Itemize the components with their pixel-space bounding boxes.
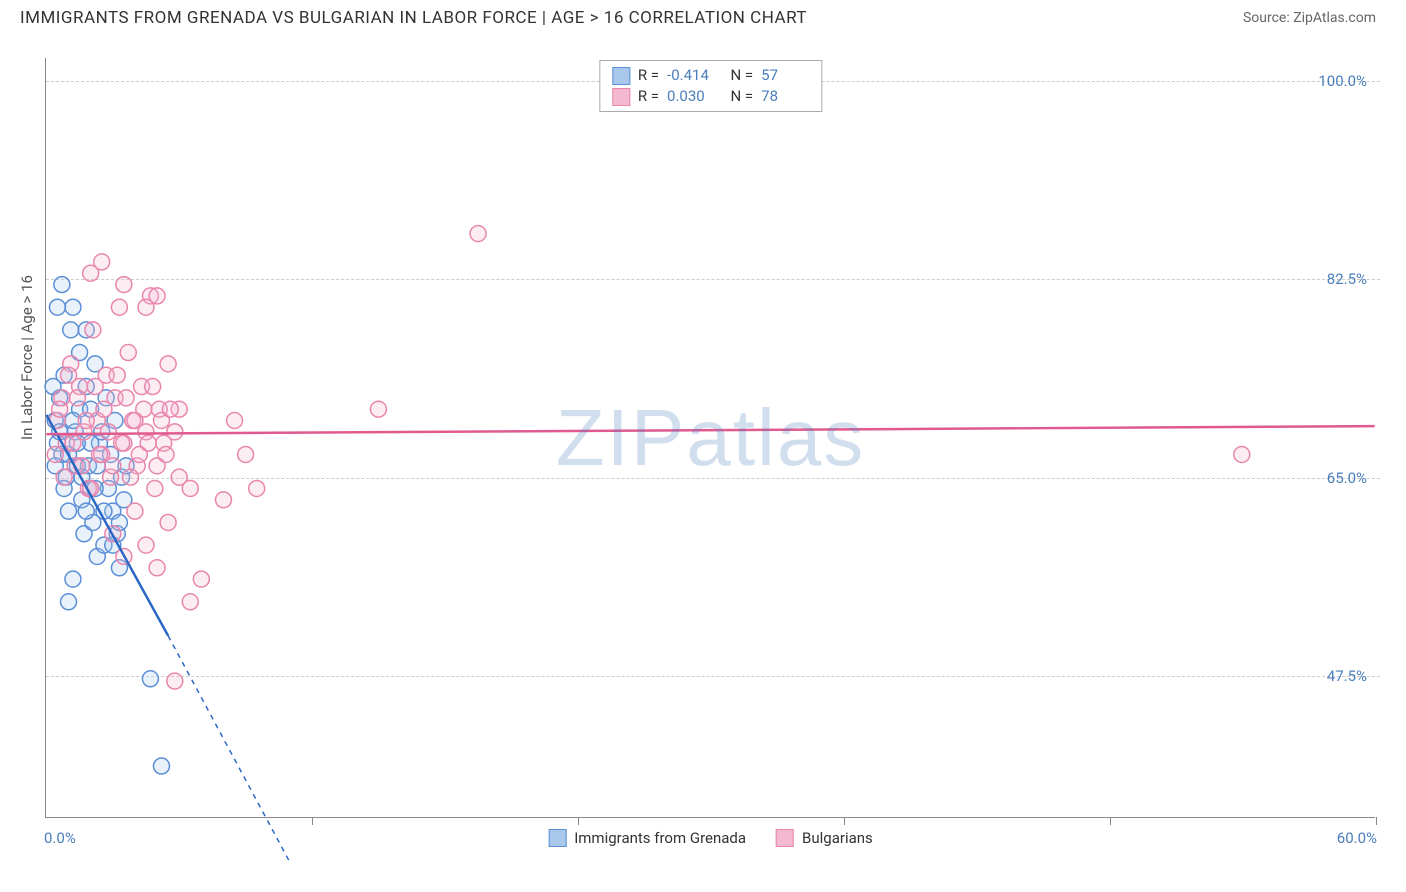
data-point: [140, 435, 156, 451]
data-point: [52, 401, 68, 417]
n-value: 78: [761, 86, 809, 107]
data-point: [138, 537, 154, 553]
data-point: [78, 413, 94, 429]
data-point: [158, 447, 174, 463]
data-point: [78, 503, 94, 519]
data-point: [123, 469, 139, 485]
data-point: [87, 379, 103, 395]
y-tick-label: 100.0%: [1318, 72, 1367, 90]
legend-swatch: [612, 67, 630, 85]
data-point: [65, 435, 81, 451]
data-point: [1234, 447, 1250, 463]
data-point: [171, 469, 187, 485]
data-point: [54, 277, 70, 293]
data-point: [94, 254, 110, 270]
r-label: R =: [638, 65, 659, 86]
legend-item: Bulgarians: [776, 829, 873, 847]
data-point: [105, 458, 121, 474]
data-point: [65, 571, 81, 587]
data-point: [149, 288, 165, 304]
data-point: [118, 390, 134, 406]
data-point: [145, 379, 161, 395]
chart-title: IMMIGRANTS FROM GRENADA VS BULGARIAN IN …: [20, 8, 807, 28]
data-point: [167, 673, 183, 689]
data-point: [127, 503, 143, 519]
data-point: [370, 401, 386, 417]
n-label: N =: [723, 65, 753, 86]
data-point: [114, 435, 130, 451]
r-value: 0.030: [667, 86, 715, 107]
x-min-label: 0.0%: [44, 829, 76, 847]
data-point: [96, 401, 112, 417]
data-point: [63, 322, 79, 338]
scatter-plot: [46, 58, 1375, 817]
data-point: [111, 299, 127, 315]
data-point: [116, 277, 132, 293]
data-point: [147, 480, 163, 496]
y-tick-label: 82.5%: [1327, 270, 1367, 288]
y-axis-label: In Labor Force | Age > 16: [18, 275, 36, 440]
data-point: [120, 345, 136, 361]
x-tick: [1376, 817, 1377, 825]
data-point: [136, 401, 152, 417]
x-tick: [844, 817, 845, 825]
data-point: [182, 594, 198, 610]
n-label: N =: [723, 86, 753, 107]
r-value: -0.414: [667, 65, 715, 86]
data-point: [160, 356, 176, 372]
x-tick: [1110, 817, 1111, 825]
source-label: Source: ZipAtlas.com: [1243, 10, 1376, 26]
data-point: [109, 367, 125, 383]
data-point: [160, 514, 176, 530]
legend-item: Immigrants from Grenada: [548, 829, 746, 847]
data-point: [100, 424, 116, 440]
legend-swatch: [548, 829, 566, 847]
y-tick-label: 65.0%: [1327, 469, 1367, 487]
data-point: [61, 594, 77, 610]
data-point: [249, 480, 265, 496]
data-point: [470, 226, 486, 242]
r-label: R =: [638, 86, 659, 107]
data-point: [85, 322, 101, 338]
data-point: [193, 571, 209, 587]
data-point: [69, 390, 85, 406]
trend-line: [46, 426, 1374, 434]
data-point: [56, 469, 72, 485]
data-point: [61, 367, 77, 383]
legend-swatch: [612, 88, 630, 106]
chart-area: ZIPatlas R =-0.414 N =57R =0.030 N =78 I…: [45, 58, 1375, 818]
trend-line-extrapolated: [168, 636, 290, 863]
series-legend: Immigrants from Grenada Bulgarians: [548, 829, 873, 847]
data-point: [47, 447, 63, 463]
correlation-legend: R = -0.414 N = 57 R = 0.030 N = 78: [599, 60, 822, 112]
data-point: [227, 413, 243, 429]
legend-swatch: [776, 829, 794, 847]
x-tick: [578, 817, 579, 825]
legend-label: Bulgarians: [802, 829, 873, 847]
data-point: [65, 299, 81, 315]
correlation-row: R = -0.414 N = 57: [612, 65, 809, 86]
data-point: [92, 447, 108, 463]
y-tick-label: 47.5%: [1327, 667, 1367, 685]
x-tick: [312, 817, 313, 825]
correlation-row: R = 0.030 N = 78: [612, 86, 809, 107]
x-max-label: 60.0%: [1337, 829, 1377, 847]
data-point: [149, 560, 165, 576]
data-point: [142, 671, 158, 687]
data-point: [215, 492, 231, 508]
n-value: 57: [761, 65, 809, 86]
data-point: [162, 401, 178, 417]
data-point: [154, 758, 170, 774]
legend-label: Immigrants from Grenada: [574, 829, 746, 847]
data-point: [49, 299, 65, 315]
data-point: [167, 424, 183, 440]
data-point: [61, 503, 77, 519]
data-point: [238, 447, 254, 463]
